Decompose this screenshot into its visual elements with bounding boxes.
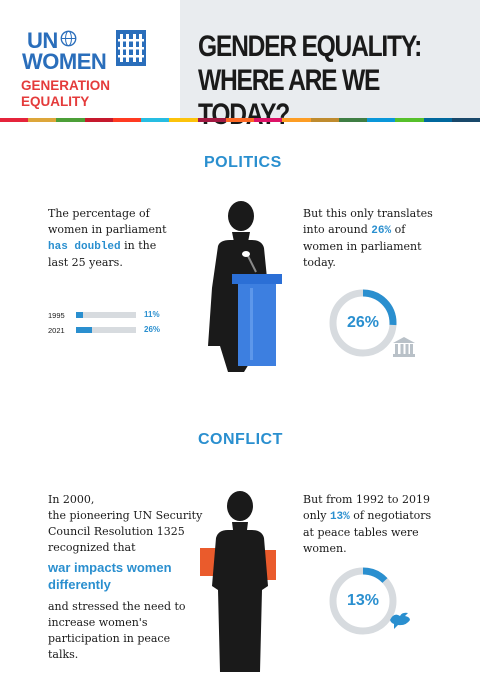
stripe-segment: [338, 118, 368, 122]
woman-silhouette-icon: [212, 491, 268, 672]
woman-at-podium-illustration: [208, 201, 282, 372]
bar-value-label: 26%: [144, 325, 161, 334]
conflict-left-line-8: talks.: [48, 648, 79, 661]
un-women-emblem-icon: [116, 30, 146, 66]
politics-section-title: POLITICS: [204, 154, 282, 171]
conflict-left-text: In 2000, the pioneering UN Security Coun…: [48, 492, 208, 556]
conflict-left-text-2: and stressed the need to increase women'…: [48, 599, 208, 663]
un-globe-icon: [60, 30, 77, 47]
conflict-right-line-3: at peace tables were: [303, 526, 419, 539]
bar-value-label: 11%: [144, 310, 160, 319]
politics-left-line-3: has doubled in the: [48, 238, 218, 255]
conflict-highlight-line-2: differently: [48, 577, 111, 592]
conflict-left-line-7: participation in peace: [48, 632, 171, 645]
stripe-segment: [169, 118, 198, 122]
woman-with-folder-illustration: [200, 491, 276, 672]
logo-tagline: GENERATION EQUALITY: [21, 78, 111, 109]
page-title-line-1: GENDER EQUALITY:: [198, 30, 422, 63]
parliament-icon: [393, 337, 415, 357]
donut-arc-conflict: [329, 567, 397, 635]
conflict-right-line-1: But from 1992 to 2019: [303, 493, 430, 506]
stripe-segment: [367, 118, 396, 122]
politics-left-line-1: The percentage of: [48, 207, 150, 220]
stripe-segment: [254, 118, 283, 122]
logo-women-text: WOMEN: [22, 49, 107, 74]
politics-left-line-3-rest: in the: [120, 239, 157, 252]
politics-right-text: But this only translates into around 26%…: [303, 206, 473, 271]
stripe-segment: [28, 118, 57, 122]
stripe-segment: [84, 118, 113, 122]
politics-highlight: has doubled: [48, 241, 121, 253]
politics-donut-label: 26%: [346, 314, 380, 331]
conflict-left-line-3: Council Resolution 1325: [48, 525, 185, 538]
conflict-donut-label: 13%: [346, 592, 380, 609]
stripe-segment: [112, 118, 142, 122]
stripe-segment: [141, 118, 170, 122]
conflict-left-line-4: recognized that: [48, 541, 136, 554]
politics-left-text: The percentage of women in parliament ha…: [48, 206, 218, 271]
conflict-right-line-2: only 13% of negotiators: [303, 508, 473, 525]
politics-donut-chart: 26%: [328, 288, 398, 358]
microphone-icon: [247, 255, 257, 273]
politics-left-line-2: women in parliament: [48, 223, 167, 236]
stripe-segment: [395, 118, 424, 122]
podium-icon: [232, 274, 282, 366]
page-title: GENDER EQUALITY: WHERE ARE WE TODAY?: [198, 30, 429, 132]
conflict-right-highlight: 13%: [329, 511, 350, 523]
conflict-highlight-line-1: war impacts women: [48, 560, 172, 575]
conflict-left-line-6: increase women's: [48, 616, 148, 629]
stripe-segment: [0, 118, 29, 122]
politics-right-line-2: into around 26% of: [303, 222, 473, 239]
page-title-line-2: WHERE ARE WE TODAY?: [198, 64, 380, 131]
bar-year-label: 1995: [48, 311, 65, 320]
bar-fill-1995: [76, 312, 83, 318]
microphone-head: [242, 251, 250, 257]
politics-right-line-3: women in parliament: [303, 240, 422, 253]
logo-un-text: UN: [27, 28, 58, 53]
politics-right-highlight: 26%: [371, 225, 392, 237]
stripe-segment: [310, 118, 339, 122]
politics-right-line-4: today.: [303, 256, 336, 269]
conflict-donut-chart: 13%: [328, 566, 398, 636]
conflict-right-line-4: women.: [303, 542, 347, 555]
header-logo-area: UN WOMEN GENERATION EQUALITY: [0, 0, 180, 118]
politics-right-line-2-start: into around: [303, 223, 372, 236]
conflict-highlight: war impacts women differently: [48, 559, 198, 593]
politics-right-line-2-end: of: [391, 223, 406, 236]
stripe-segment: [423, 118, 452, 122]
dove-icon: [390, 612, 410, 629]
bar-track: [76, 312, 136, 318]
conflict-right-text: But from 1992 to 2019 only 13% of negoti…: [303, 492, 473, 557]
stripe-segment: [225, 118, 255, 122]
donut-arc-politics: [329, 289, 397, 357]
conflict-right-line-2-end: of negotiators: [349, 509, 432, 522]
color-stripe-divider: [0, 118, 480, 122]
conflict-left-line-1: In 2000,: [48, 493, 95, 506]
bar-track: [76, 327, 136, 333]
stripe-segment: [56, 118, 85, 122]
conflict-section-title: CONFLICT: [198, 431, 283, 448]
stripe-segment: [282, 118, 311, 122]
conflict-left-line-5: and stressed the need to: [48, 600, 186, 613]
stripe-segment: [451, 118, 480, 122]
bar-year-label: 2021: [48, 326, 65, 335]
politics-left-line-4: last 25 years.: [48, 256, 123, 269]
politics-right-line-1: But this only translates: [303, 207, 433, 220]
conflict-right-line-2-start: only: [303, 509, 330, 522]
stripe-segment: [197, 118, 226, 122]
header-title-area: [180, 0, 480, 118]
conflict-left-line-2: the pioneering UN Security: [48, 509, 203, 522]
bar-fill-2021: [76, 327, 92, 333]
